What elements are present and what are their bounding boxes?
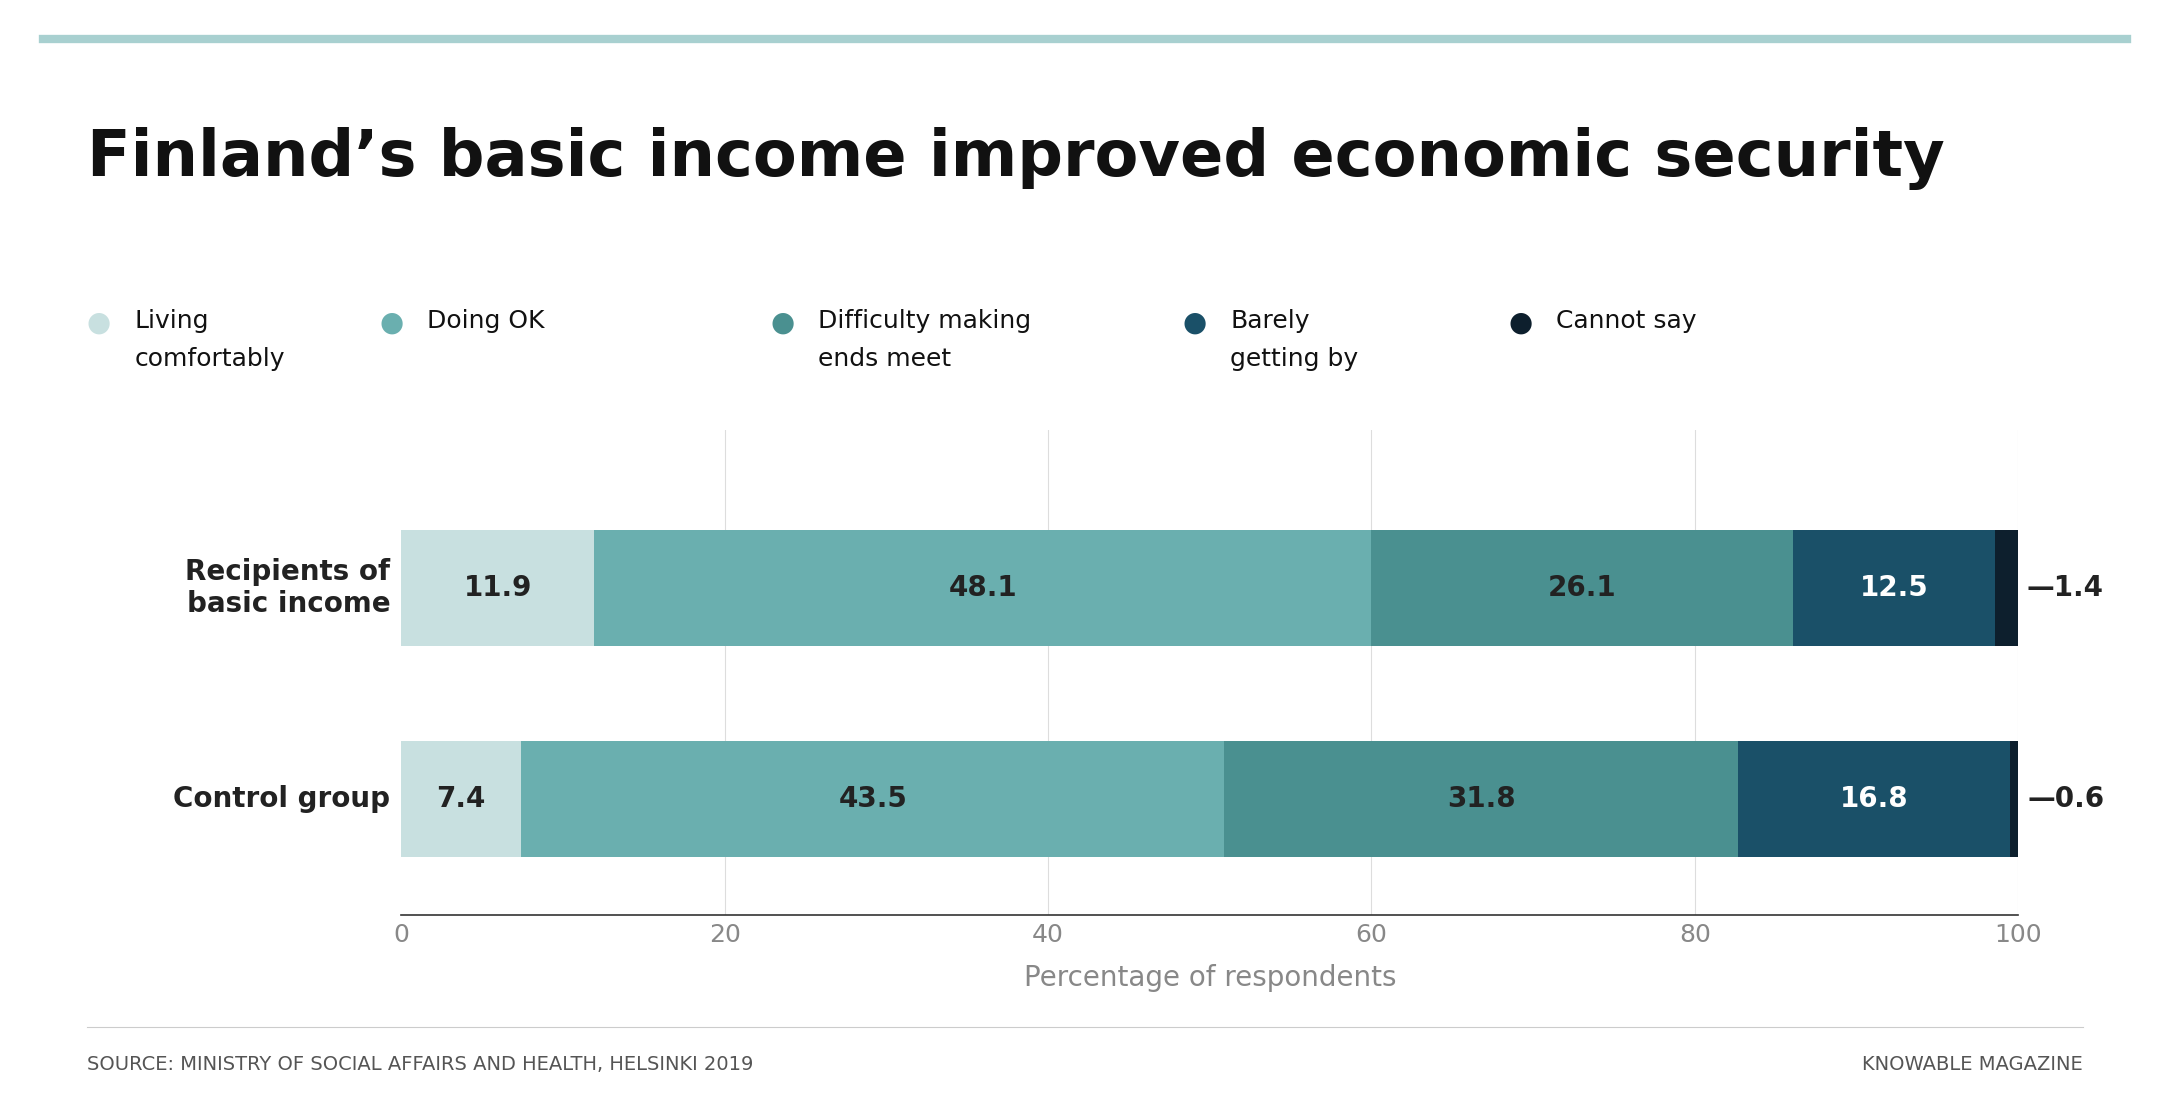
Text: Finland’s basic income improved economic security: Finland’s basic income improved economic… (87, 127, 1944, 190)
Text: KNOWABLE MAGAZINE: KNOWABLE MAGAZINE (1862, 1056, 2083, 1074)
Bar (1996, 530, 2018, 646)
Bar (595, 530, 1371, 646)
Text: 7.4: 7.4 (436, 785, 486, 812)
Text: 31.8: 31.8 (1447, 785, 1515, 812)
X-axis label: Percentage of respondents: Percentage of respondents (1024, 963, 1395, 992)
Text: ●: ● (770, 309, 794, 336)
Text: Doing OK: Doing OK (427, 309, 545, 333)
Text: SOURCE: MINISTRY OF SOCIAL AFFAIRS AND HEALTH, HELSINKI 2019: SOURCE: MINISTRY OF SOCIAL AFFAIRS AND H… (87, 1056, 753, 1074)
Text: Living: Living (135, 309, 208, 333)
Text: —1.4: —1.4 (2027, 574, 2103, 602)
Text: 11.9: 11.9 (464, 574, 532, 602)
Text: getting by: getting by (1230, 347, 1358, 371)
Text: Difficulty making: Difficulty making (818, 309, 1031, 333)
Text: 26.1: 26.1 (1547, 574, 1617, 602)
Bar (1792, 530, 1996, 646)
Text: ●: ● (380, 309, 404, 336)
Bar (401, 741, 521, 856)
Bar (2009, 741, 2020, 856)
Text: ●: ● (87, 309, 111, 336)
Text: ends meet: ends meet (818, 347, 950, 371)
Text: 12.5: 12.5 (1860, 574, 1929, 602)
Text: ●: ● (1183, 309, 1207, 336)
Text: 16.8: 16.8 (1840, 785, 1910, 812)
Text: 43.5: 43.5 (838, 785, 907, 812)
Bar (401, 530, 595, 646)
Text: —0.6: —0.6 (2027, 785, 2105, 812)
Bar (521, 741, 1224, 856)
Text: 48.1: 48.1 (948, 574, 1018, 602)
Bar (1738, 741, 2009, 856)
Text: comfortably: comfortably (135, 347, 284, 371)
Bar (1224, 741, 1738, 856)
Text: Cannot say: Cannot say (1556, 309, 1697, 333)
Text: ●: ● (1508, 309, 1532, 336)
Bar (1371, 530, 1792, 646)
Text: Barely: Barely (1230, 309, 1311, 333)
